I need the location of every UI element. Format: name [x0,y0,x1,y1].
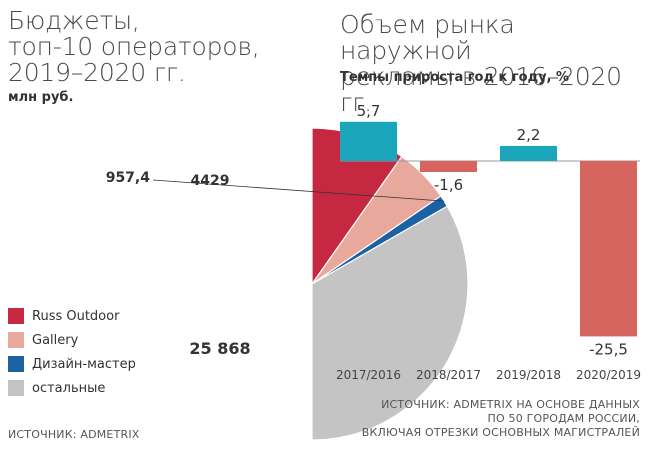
legend-item-russ-outdoor: Russ Outdoor [8,304,136,328]
legend-label-russ-outdoor: Russ Outdoor [32,308,120,324]
bar-title-line-2: рекламы в 2016–2020 гг. [340,62,622,117]
bar-title: Объем рынка наружной рекламы в 2016–2020… [340,12,648,116]
pie-title-line-3: 2019–2020 гг. [8,58,186,87]
bar-subtitle: Темпы прироста год к году, % [340,70,570,85]
legend-item-design-master: Дизайн-мастер [8,352,136,376]
bar-value-label-2020-2019: -25,5 [589,340,628,358]
bar-title-line-1: Объем рынка наружной [340,10,515,65]
legend-label-design-master: Дизайн-мастер [32,356,136,372]
bar-category-label-2020-2019: 2020/2019 [576,368,641,382]
pie-title-line-2: топ-10 операторов, [8,32,260,61]
pie-value-label-design-master: 957,4 [106,170,151,186]
bar-source-line-1: ИСТОЧНИК: ADMETRIX НА ОСНОВЕ ДАННЫХ [381,398,640,411]
bar-category-label-2017-2016: 2017/2016 [336,368,401,382]
bar-2020-2019 [580,161,637,337]
legend-swatch-russ-outdoor [8,308,24,324]
budget-half-pie-chart: 7587,1 4429 957,4 25 868 [106,127,469,441]
pie-title: Бюджеты, топ-10 операторов, 2019–2020 гг… [8,8,260,86]
legend-swatch-design-master [8,356,24,372]
pie-value-label-gallery: 4429 [191,173,230,189]
pie-source: ИСТОЧНИК: ADMETRIX [8,428,140,441]
bar-2017-2016 [340,121,397,161]
pie-value-label-russ-outdoor: 7587,1 [244,140,298,156]
bar-source-line-3: ВКЛЮЧАЯ ОТРЕЗКИ ОСНОВНЫХ МАГИСТРАЛЕЙ [361,426,640,439]
bar-2019-2018 [500,145,557,161]
bar-value-label-2017-2016: 5,7 [357,102,381,120]
legend-swatch-gallery [8,332,24,348]
pie-value-label-other: 25 868 [189,339,250,358]
legend-item-other: остальные [8,376,136,400]
legend-label-gallery: Gallery [32,332,79,348]
bar-2018-2017 [420,161,477,172]
pie-leader-line-design-master [152,179,445,202]
bar-value-label-2019-2018: 2,2 [517,126,541,144]
legend-item-gallery: Gallery [8,328,136,352]
pie-unit-label: млн руб. [8,90,74,105]
bar-source-line-2: ПО 50 ГОРОДАМ РОССИИ, [487,412,640,425]
pie-slice-other [311,205,469,441]
pie-legend: Russ Outdoor Gallery Дизайн-мастер остал… [8,304,136,400]
bar-category-label-2018-2017: 2018/2017 [416,368,481,382]
legend-swatch-other [8,380,24,396]
growth-bar-chart: 5,7 2017/2016 -1,6 2018/2017 2,2 2019/2018 -25… [336,102,641,382]
legend-label-other: остальные [32,380,106,396]
bar-source: ИСТОЧНИК: ADMETRIX НА ОСНОВЕ ДАННЫХ ПО 5… [362,398,640,440]
bar-category-label-2019-2018: 2019/2018 [496,368,561,382]
bar-value-label-2018-2017: -1,6 [434,176,463,194]
pie-title-line-1: Бюджеты, [8,6,140,35]
